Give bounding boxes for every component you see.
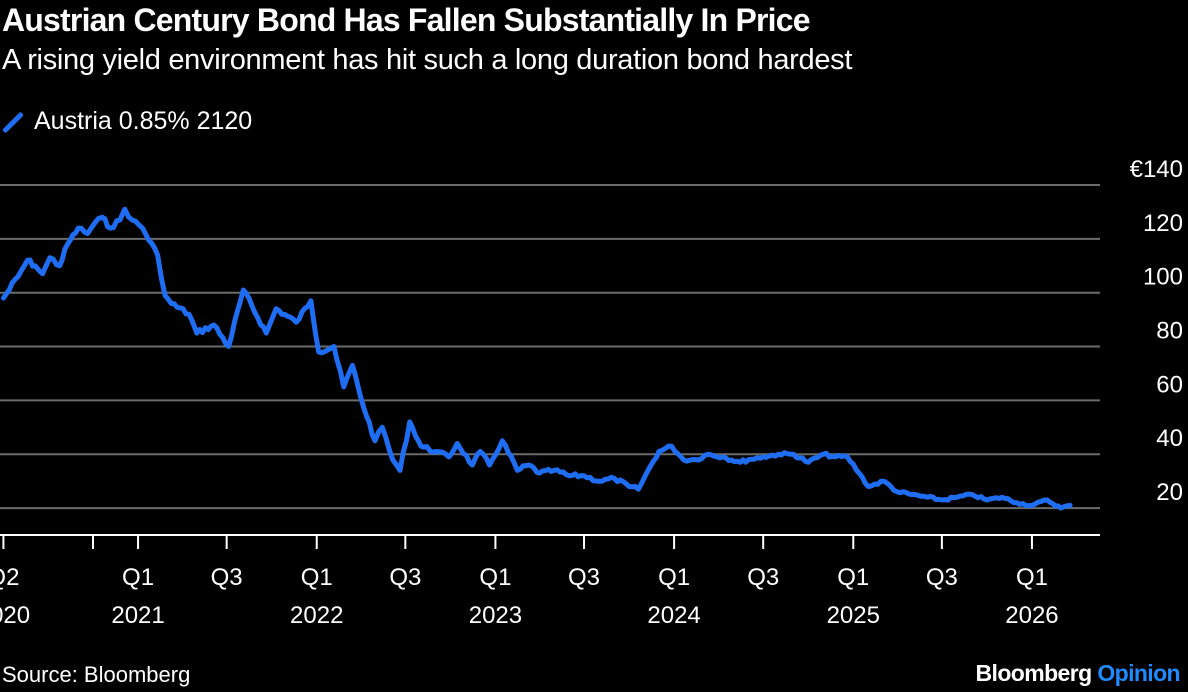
brand-logo: Bloomberg Opinion (975, 660, 1181, 687)
y-tick-label: 60 (1156, 371, 1183, 398)
y-tick-label: 40 (1156, 425, 1183, 452)
chart-title: Austrian Century Bond Has Fallen Substan… (2, 2, 811, 38)
x-tick-label: 2023 (469, 602, 522, 629)
x-tick-label: Q1 (658, 564, 690, 591)
y-tick-label: 100 (1143, 264, 1183, 291)
x-tick-label: Q2 (0, 564, 19, 591)
x-tick-label: Q1 (479, 564, 511, 591)
x-tick-label: Q3 (389, 564, 421, 591)
x-tick-label: 2026 (1005, 602, 1058, 629)
x-tick-label: Q3 (568, 564, 600, 591)
series-line-austria (0, 206, 1073, 511)
legend: Austria 0.85% 2120 (2, 107, 252, 136)
y-tick-label: €140 (1130, 156, 1183, 183)
x-tick-label: 2022 (290, 602, 343, 629)
x-tick-label: Q1 (837, 564, 869, 591)
x-tick-label: 2025 (827, 602, 880, 629)
source-note: Source: Bloomberg (2, 662, 191, 687)
legend-label: Austria 0.85% 2120 (34, 107, 253, 135)
y-tick-label: 120 (1143, 210, 1183, 237)
y-tick-label: 80 (1156, 318, 1183, 345)
y-tick-label: 20 (1156, 479, 1183, 506)
x-tick-label: Q3 (926, 564, 958, 591)
x-tick-label: Q3 (747, 564, 779, 591)
x-tick-label: Q3 (211, 564, 243, 591)
chart-subtitle: A rising yield environment has hit such … (2, 44, 853, 76)
x-tick-label: Q1 (1016, 564, 1048, 591)
brand-main: Bloomberg (975, 660, 1093, 686)
x-tick-label: 2024 (647, 602, 700, 629)
brand-accent: Opinion (1097, 660, 1180, 686)
x-tick-label: Q1 (301, 564, 333, 591)
x-tick-label: 2021 (111, 602, 164, 629)
x-tick-label: Q1 (122, 564, 154, 591)
